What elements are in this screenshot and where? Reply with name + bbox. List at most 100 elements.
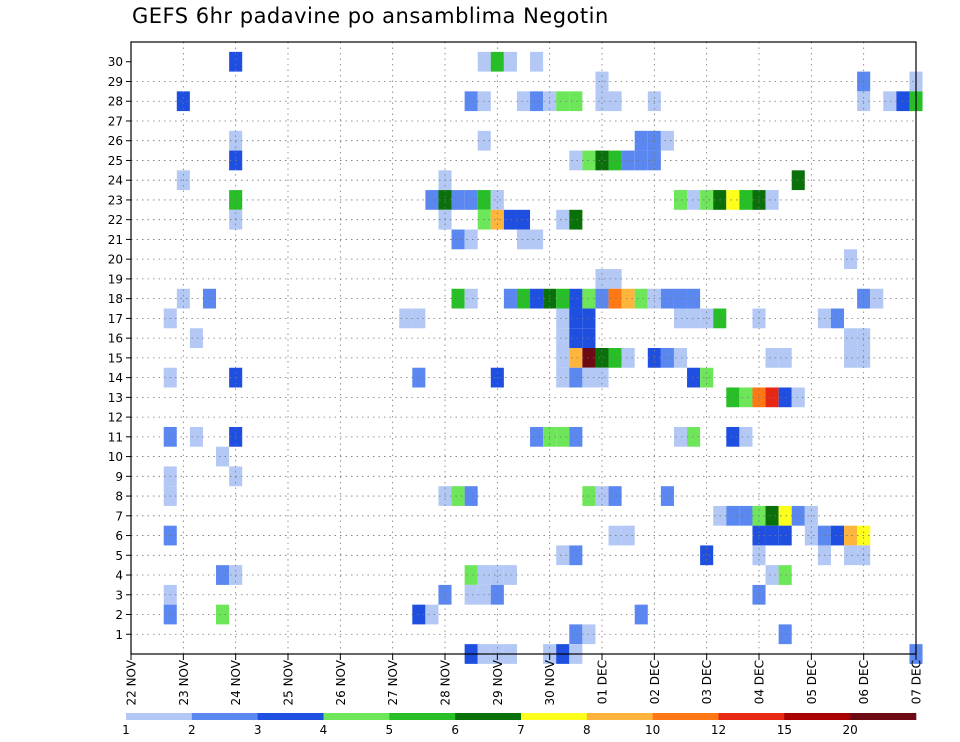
heatmap-cell xyxy=(530,426,544,447)
heatmap-cell xyxy=(490,209,504,230)
heatmap-cell xyxy=(595,288,609,309)
heatmap-cell xyxy=(464,486,478,506)
y-tick-label: 6 xyxy=(115,529,123,543)
x-tick-label: 04 DEC xyxy=(753,660,767,704)
heatmap-cell xyxy=(830,308,845,329)
y-tick-label: 10 xyxy=(108,450,123,464)
heatmap-cell xyxy=(569,288,583,309)
y-tick-label: 2 xyxy=(115,608,123,622)
y-tick-label: 26 xyxy=(108,134,123,148)
y-tick-label: 7 xyxy=(115,509,123,523)
heatmap-cell xyxy=(700,190,714,210)
legend-label: 6 xyxy=(451,723,459,737)
legend-swatch xyxy=(784,713,851,720)
heatmap-cell xyxy=(726,190,740,210)
heatmap-cell xyxy=(176,288,190,309)
heatmap-cell xyxy=(216,446,230,467)
y-tick-label: 14 xyxy=(108,371,123,385)
heatmap-cell xyxy=(687,426,701,447)
heatmap-cell xyxy=(516,288,531,309)
heatmap-cell xyxy=(726,426,740,447)
heatmap-cell xyxy=(844,525,858,546)
legend-label: 15 xyxy=(777,723,792,737)
heatmap-cell xyxy=(673,288,688,309)
heatmap-cell xyxy=(687,288,701,309)
heatmap-cell xyxy=(556,308,570,329)
heatmap-cell xyxy=(464,229,478,250)
plot-frame xyxy=(130,41,917,655)
heatmap-cell xyxy=(621,348,635,368)
x-tick-label: 01 DEC xyxy=(596,660,610,704)
heatmap-cell xyxy=(765,565,779,585)
heatmap-cell xyxy=(687,190,701,210)
legend-label: 5 xyxy=(386,723,394,737)
legend-label: 2 xyxy=(188,723,196,737)
heatmap-cell xyxy=(765,505,779,526)
legend-label: 4 xyxy=(320,723,328,737)
heatmap-cell xyxy=(844,328,858,348)
x-tick-label: 05 DEC xyxy=(805,660,819,704)
x-tick-label: 07 DEC xyxy=(910,660,924,704)
y-tick-label: 20 xyxy=(108,253,123,267)
heatmap-cell xyxy=(595,486,609,506)
heatmap-cell xyxy=(464,190,478,210)
y-tick-label: 12 xyxy=(108,411,123,425)
heatmap-cell xyxy=(739,387,753,408)
heatmap-cell xyxy=(634,288,648,309)
legend-swatch xyxy=(389,713,456,720)
heatmap-cell xyxy=(556,328,570,348)
heatmap-cell xyxy=(425,604,439,625)
legend-swatch xyxy=(455,713,522,720)
heatmap-cell xyxy=(464,288,478,309)
heatmap-cell xyxy=(765,525,779,546)
heatmap-cell xyxy=(229,51,243,72)
x-tick-label: 02 DEC xyxy=(648,660,662,704)
x-tick-label: 06 DEC xyxy=(857,660,871,704)
x-tick-label: 22 NOV xyxy=(125,659,139,705)
heatmap-cell xyxy=(765,387,779,408)
legend-swatch xyxy=(521,713,588,720)
heatmap-cell xyxy=(844,249,858,270)
heatmap-cell xyxy=(883,91,897,112)
y-tick-label: 30 xyxy=(108,55,123,69)
heatmap-cell xyxy=(503,288,517,309)
heatmap-cell xyxy=(530,51,544,72)
heatmap-cell xyxy=(503,209,517,230)
heatmap-cell xyxy=(216,604,230,625)
legend-swatch xyxy=(257,713,324,720)
heatmap-cell xyxy=(569,209,583,230)
heatmap-cell xyxy=(739,426,753,447)
heatmap-cell xyxy=(412,308,426,329)
heatmap-cell xyxy=(778,387,792,408)
heatmap-cell xyxy=(569,328,583,348)
heatmap-cell xyxy=(569,426,583,447)
legend-swatch xyxy=(126,713,193,720)
heatmap-cell xyxy=(621,288,635,309)
heatmap-cell xyxy=(569,91,583,112)
y-tick-label: 22 xyxy=(108,213,123,227)
heatmap-cell xyxy=(503,51,517,72)
heatmap-cell xyxy=(556,91,570,112)
heatmap-cell xyxy=(660,130,674,151)
heatmap-cell xyxy=(556,426,570,447)
heatmap-cell xyxy=(464,91,478,112)
y-tick-label: 15 xyxy=(108,351,123,365)
legend-label: 8 xyxy=(583,723,591,737)
heatmap-cell xyxy=(451,486,465,506)
heatmap-cell xyxy=(634,604,648,625)
heatmap-cell xyxy=(503,565,517,585)
heatmap-cell xyxy=(569,348,583,368)
heatmap-cell xyxy=(896,91,910,112)
legend-swatch xyxy=(718,713,785,720)
heatmap-cell xyxy=(569,308,583,329)
x-tick-label: 23 NOV xyxy=(177,659,191,705)
x-tick-label: 27 NOV xyxy=(386,659,400,705)
heatmap-cell xyxy=(687,308,701,329)
heatmap-cell xyxy=(569,150,583,171)
heatmap-cell xyxy=(412,367,426,388)
heatmap-cell xyxy=(687,367,701,388)
heatmap-cell xyxy=(451,288,465,309)
heatmap-cell xyxy=(804,525,818,546)
x-tick-label: 29 NOV xyxy=(491,659,505,705)
heatmap-cell xyxy=(778,525,792,546)
